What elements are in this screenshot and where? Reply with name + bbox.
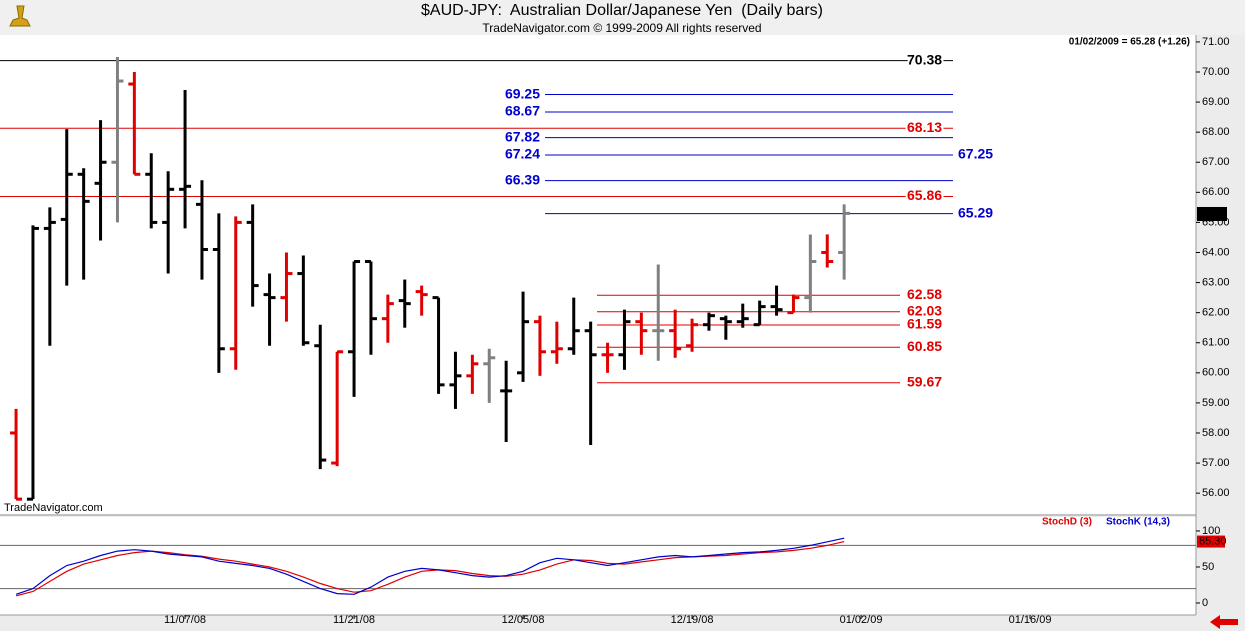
y-tick-label: 70.00 [1202, 66, 1230, 78]
y-tick-label: 56.00 [1202, 487, 1230, 499]
legend-label: StochK (14,3) [1106, 517, 1170, 528]
chart-subtitle: TradeNavigator.com © 1999-2009 All right… [482, 21, 761, 35]
last-price-box [1197, 206, 1227, 221]
chart-title: $AUD-JPY: Australian Dollar/Japanese Yen… [421, 2, 823, 19]
last-value-box [1197, 535, 1225, 548]
x-tick-label: 11/07/08 [164, 614, 206, 626]
level-label: 66.39 [505, 171, 540, 187]
x-tick-label: 01/16/09 [1009, 614, 1052, 626]
x-tick-label: 01/02/09 [840, 614, 883, 626]
level-label: 60.85 [907, 338, 942, 354]
level-label: 62.03 [907, 302, 942, 318]
level-label: 65.29 [958, 204, 993, 220]
logo [9, 5, 31, 27]
level-label: 67.24 [505, 146, 540, 162]
y-tick-label: 69.00 [1202, 96, 1230, 108]
y-tick-label: 64.00 [1202, 246, 1230, 258]
scroll-arrow[interactable] [1210, 615, 1238, 629]
stoch-panel [0, 517, 1196, 615]
last-price-label: 65.28 [1199, 208, 1227, 220]
x-tick-label: 12/19/08 [671, 614, 714, 626]
y-tick-label: 60.00 [1202, 367, 1230, 379]
last-info: 01/02/2009 = 65.28 (+1.26) [1069, 37, 1190, 48]
level-label: 67.25 [958, 145, 993, 161]
y-tick-label: 63.00 [1202, 276, 1230, 288]
y-tick-label: 59.00 [1202, 397, 1230, 409]
watermark: TradeNavigator.com [4, 502, 103, 514]
last-value-label: 85.30 [1199, 535, 1227, 547]
y-tick-label: 67.00 [1202, 156, 1230, 168]
y-tick-label: 100 [1202, 525, 1220, 537]
level-label: 62.58 [907, 286, 942, 302]
y-tick-label: 57.00 [1202, 457, 1230, 469]
x-tick-label: 11/21/08 [333, 614, 375, 626]
y-tick-label: 58.00 [1202, 427, 1230, 439]
y-tick-label: 71.00 [1202, 36, 1230, 48]
level-label: 68.13 [907, 119, 942, 135]
legend-label: StochD (3) [1042, 517, 1092, 528]
price-panel [0, 35, 1196, 514]
level-label: 70.38 [907, 51, 942, 67]
level-label: 59.67 [907, 373, 942, 389]
level-label: 61.59 [907, 316, 942, 332]
x-tick-label: 12/05/08 [502, 614, 545, 626]
level-label: 65.86 [907, 187, 942, 203]
y-tick-label: 68.00 [1202, 126, 1230, 138]
y-tick-label: 0 [1202, 597, 1208, 609]
level-label: 69.25 [505, 85, 540, 101]
y-tick-label: 50 [1202, 561, 1214, 573]
y-tick-label: 66.00 [1202, 186, 1230, 198]
y-tick-label: 62.00 [1202, 307, 1230, 319]
level-label: 67.82 [505, 128, 540, 144]
stoch-line [15, 537, 845, 595]
level-label: 68.67 [505, 103, 540, 119]
header-bg [0, 0, 1245, 35]
y-tick-label: 61.00 [1202, 337, 1230, 349]
